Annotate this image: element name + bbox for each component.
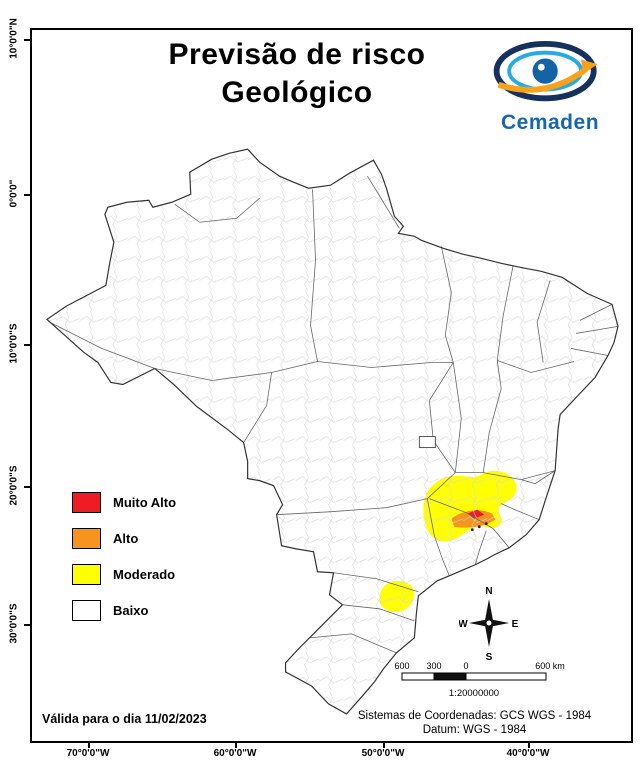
legend-swatch-baixo [72,600,101,621]
lon-label-40w: 40°0'0"W [506,748,550,759]
tick-lon-60w [235,742,237,748]
scale-label-300: 300 [426,661,441,671]
crs-line: Sistemas de Coordenadas: GCS WGS - 1984 [357,710,592,722]
validity-date: Válida para o dia 11/02/2023 [42,712,207,726]
cemaden-wordmark: Cemaden [500,111,600,134]
scale-label-600km: 600 km [535,661,565,671]
legend-item-moderado: Moderado [72,564,176,585]
compass-s-label: S [486,652,493,661]
tick-lon-50w [383,742,385,748]
federal-district-outline [418,436,436,449]
compass-rose: N S E W [458,583,519,666]
lat-label-20s: 20°0'0"S [8,465,20,506]
tick-lat-30s [24,624,30,626]
compass-icon: N S E W [458,586,519,663]
cemaden-logo: Cemaden [475,40,625,135]
scale-label-0: 0 [463,661,468,671]
coordinate-system-info: Sistemas de Coordenadas: GCS WGS - 1984 … [357,709,592,737]
tick-lon-40w [528,742,530,748]
page-title-line2: Geológico [221,76,373,109]
event-marks [470,522,488,532]
compass-e-label: E [512,619,519,630]
map-frame: Previsão de risco Geológico Cemaden Muit… [30,28,633,743]
scale-label-600-left: 600 [394,661,409,671]
cemaden-logo-icon [493,40,598,102]
lat-label-30s: 30°0'0"S [8,603,20,644]
scale-ratio: 1:20000000 [449,688,499,699]
legend-swatch-moderado [72,564,101,585]
tick-lon-70w [88,742,90,748]
state-borders [49,175,619,654]
datum-line: Datum: WGS - 1984 [422,724,527,736]
legend: Muito Alto Alto Moderado Baixo [72,492,176,636]
legend-item-alto: Alto [72,528,176,549]
tick-lat-10s [24,344,30,346]
tick-lat-0 [24,194,30,196]
tick-lat-20s [24,486,30,488]
brazil-outline [46,148,619,715]
lon-label-50w: 50°0'0"W [361,748,405,759]
legend-label-baixo: Baixo [113,603,149,618]
brazil-risk-map [46,148,619,715]
tick-lat-10n [24,39,30,41]
scale-bar-graphic: 600 300 0 600 km 1:20000000 [394,661,565,699]
legend-label-moderado: Moderado [113,567,176,582]
lon-label-70w: 70°0'0"W [66,748,110,759]
lat-label-10n: 10°0'0"N [8,18,20,59]
lon-label-60w: 60°0'0"W [213,748,257,759]
legend-item-muito-alto: Muito Alto [72,492,176,513]
lat-label-10s: 10°0'0"S [8,323,20,364]
legend-swatch-muito-alto [72,492,101,513]
scale-bar: 600 300 0 600 km 1:20000000 [390,660,580,711]
page-title-line1: Previsão de risco [168,38,426,71]
lat-label-0: 0°0'0" [8,179,20,208]
legend-item-baixo: Baixo [72,600,176,621]
compass-n-label: N [485,586,492,597]
legend-swatch-alto [72,528,101,549]
legend-label-muito-alto: Muito Alto [113,495,177,510]
page-title: Previsão de risco Geológico [142,36,452,112]
compass-w-label: W [459,619,468,630]
municipal-boundaries [46,149,619,714]
legend-label-alto: Alto [113,531,139,546]
